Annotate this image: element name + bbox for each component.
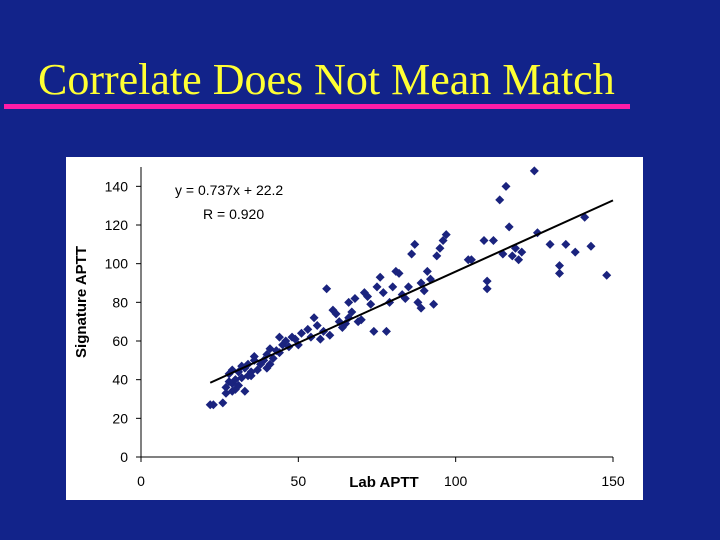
data-point: [529, 166, 539, 176]
y-tick-label: 80: [112, 294, 128, 310]
scatter-chart: 0 20 40 60 80 100 120 140 0 50 100 150 y = 0.737x …: [73, 166, 625, 491]
data-point: [230, 384, 240, 394]
data-point: [532, 228, 542, 238]
data-point: [369, 326, 379, 336]
data-point: [243, 359, 253, 369]
data-point: [561, 239, 571, 249]
data-point: [303, 324, 313, 334]
data-point: [488, 235, 498, 245]
x-tick-label: 50: [291, 473, 307, 489]
data-point: [545, 239, 555, 249]
data-point: [381, 326, 391, 336]
data-point: [363, 292, 373, 302]
x-tick-label: 0: [137, 473, 145, 489]
data-point: [416, 303, 426, 313]
data-point: [375, 272, 385, 282]
data-point: [234, 380, 244, 390]
data-point: [517, 247, 527, 257]
data-point: [394, 268, 404, 278]
data-point: [315, 334, 325, 344]
data-point: [441, 230, 451, 240]
data-point: [495, 195, 505, 205]
data-point: [218, 398, 228, 408]
data-point: [407, 249, 417, 259]
data-points: [205, 166, 612, 410]
data-point: [334, 317, 344, 327]
data-point: [479, 235, 489, 245]
data-point: [309, 313, 319, 323]
data-point: [359, 288, 369, 298]
data-point: [262, 363, 272, 373]
data-point: [271, 346, 281, 356]
y-tick-label: 120: [105, 217, 129, 233]
data-point: [580, 212, 590, 222]
data-point: [378, 288, 388, 298]
data-point: [208, 400, 218, 410]
data-point: [482, 276, 492, 286]
y-tick-label: 40: [112, 372, 128, 388]
data-point: [347, 307, 357, 317]
data-point: [435, 243, 445, 253]
chart-panel: 0 20 40 60 80 100 120 140 0 50 100 150 y = 0.737x …: [66, 157, 643, 500]
data-point: [325, 330, 335, 340]
data-point: [296, 328, 306, 338]
data-point: [410, 239, 420, 249]
data-point: [356, 315, 366, 325]
axes: [140, 167, 613, 458]
x-tick-label: 150: [601, 473, 625, 489]
data-point: [602, 270, 612, 280]
y-tick-label: 0: [120, 449, 128, 465]
data-point: [249, 351, 259, 361]
data-point: [372, 282, 382, 292]
data-point: [514, 255, 524, 265]
x-ticks: 0 50 100 150: [137, 457, 625, 489]
equation-label: y = 0.737x + 22.2: [175, 182, 283, 198]
data-point: [422, 266, 432, 276]
y-tick-label: 100: [105, 256, 129, 272]
data-point: [274, 332, 284, 342]
data-point: [570, 247, 580, 257]
slide-title: Correlate Does Not Mean Match: [38, 55, 615, 104]
y-tick-label: 140: [105, 178, 129, 194]
data-point: [240, 386, 250, 396]
data-point: [246, 371, 256, 381]
data-point: [501, 181, 511, 191]
data-point: [344, 297, 354, 307]
data-point: [586, 241, 596, 251]
x-axis-label: Lab APTT: [349, 474, 418, 491]
data-point: [331, 309, 341, 319]
data-point: [366, 299, 376, 309]
data-point: [507, 251, 517, 261]
data-point: [555, 268, 565, 278]
data-point: [322, 284, 332, 294]
r-value-label: R = 0.920: [203, 206, 264, 222]
data-point: [432, 251, 442, 261]
data-point: [504, 222, 514, 232]
trendline: [209, 199, 614, 384]
y-tick-label: 20: [112, 410, 128, 426]
title-underline: [4, 104, 630, 109]
data-point: [555, 261, 565, 271]
y-ticks: 0 20 40 60 80 100 120 140: [105, 178, 141, 465]
data-point: [482, 284, 492, 294]
data-point: [259, 355, 269, 365]
data-point: [403, 282, 413, 292]
y-tick-label: 60: [112, 333, 128, 349]
data-point: [312, 321, 322, 331]
data-point: [429, 299, 439, 309]
data-point: [350, 293, 360, 303]
y-axis-label: Signature APTT: [73, 246, 90, 358]
x-tick-label: 100: [444, 473, 468, 489]
data-point: [388, 282, 398, 292]
data-point: [419, 286, 429, 296]
